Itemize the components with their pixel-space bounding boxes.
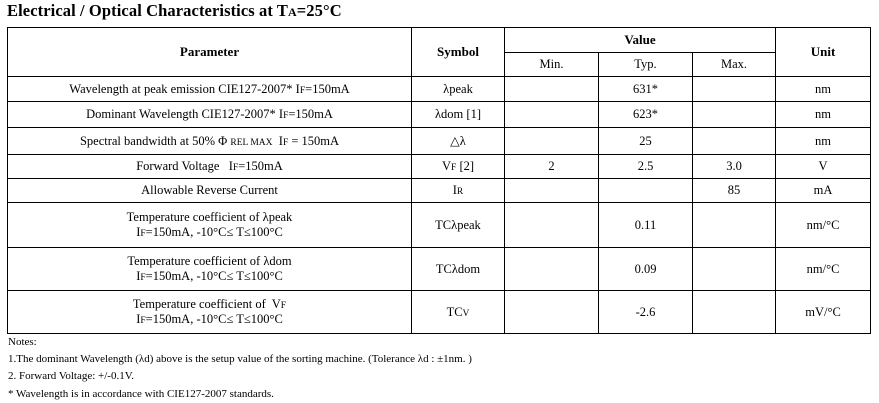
unit-header: Unit — [775, 27, 872, 77]
min-cell — [504, 178, 599, 203]
min-cell — [504, 202, 599, 248]
table-row: Dominant Wavelength CIE127-2007* IF=150m… — [7, 101, 872, 128]
parameter-cell: Wavelength at peak emission CIE127-2007*… — [7, 76, 412, 102]
table-row: Temperature coefficient of λpeak IF=150m… — [7, 202, 872, 248]
table-row: Temperature coefficient of λdom IF=150mA… — [7, 247, 872, 291]
parameter-header: Parameter — [7, 27, 412, 77]
unit-cell: nm/°C — [775, 247, 872, 291]
parameter-cell: Temperature coefficient of VF IF=150mA, … — [7, 290, 412, 334]
table-row: Forward Voltage IF=150mA VF [2] 2 2.5 3.… — [7, 154, 872, 179]
max-header: Max. — [691, 52, 777, 77]
table-row: Wavelength at peak emission CIE127-2007*… — [7, 76, 872, 102]
parameter-cell: Allowable Reverse Current — [7, 178, 412, 203]
parameter-cell: Temperature coefficient of λpeak IF=150m… — [7, 202, 412, 248]
note-2: 2. Forward Voltage: +/-0.1V. — [8, 370, 134, 383]
typ-cell — [598, 178, 693, 203]
unit-cell: nm — [775, 76, 872, 102]
typ-cell: 0.09 — [598, 247, 693, 291]
typ-cell: 623* — [598, 101, 693, 128]
symbol-cell: λpeak — [411, 76, 505, 102]
typ-cell: -2.6 — [598, 290, 693, 334]
min-cell — [504, 101, 599, 128]
symbol-cell: λdom [1] — [411, 101, 505, 128]
notes-section: Notes: 1.The dominant Wavelength (λd) ab… — [8, 334, 472, 403]
typ-cell: 25 — [598, 127, 693, 155]
min-cell — [504, 127, 599, 155]
parameter-cell: Spectral bandwidth at 50% Φ REL MAX IF =… — [7, 127, 412, 155]
min-cell — [504, 247, 599, 291]
min-cell — [504, 290, 599, 334]
symbol-cell: △λ — [411, 127, 505, 155]
unit-cell: V — [775, 154, 872, 179]
min-header: Min. — [504, 52, 599, 77]
parameter-cell: Forward Voltage IF=150mA — [7, 154, 412, 179]
max-cell — [691, 127, 777, 155]
table-row: Spectral bandwidth at 50% Φ REL MAX IF =… — [7, 127, 872, 155]
symbol-cell: TCλpeak — [411, 202, 505, 248]
min-cell — [504, 76, 599, 102]
value-header: Value — [503, 27, 777, 53]
max-cell: 85 — [691, 178, 777, 203]
note-3: * Wavelength is in accordance with CIE12… — [8, 387, 274, 400]
page-title: Electrical / Optical Characteristics at … — [7, 1, 342, 20]
table-header-row: Parameter Symbol Value Unit — [7, 27, 872, 77]
parameter-cell: Dominant Wavelength CIE127-2007* IF=150m… — [7, 101, 412, 128]
notes-heading: Notes: — [8, 336, 37, 348]
typ-cell: 2.5 — [598, 154, 693, 179]
unit-cell: nm/°C — [775, 202, 872, 248]
max-cell — [691, 76, 777, 102]
table-subheader-row: Min. Typ. Max. — [8, 52, 871, 77]
max-cell — [691, 247, 777, 291]
max-cell — [691, 101, 777, 128]
unit-cell: nm — [775, 101, 872, 128]
symbol-header: Symbol — [411, 27, 505, 77]
unit-cell: nm — [775, 127, 872, 155]
symbol-cell: IR — [411, 178, 505, 203]
symbol-cell: VF [2] — [411, 154, 505, 179]
table-row: Allowable Reverse Current IR 85 mA — [7, 178, 872, 203]
typ-header: Typ. — [598, 52, 693, 77]
max-cell: 3.0 — [691, 154, 777, 179]
symbol-cell: TCλdom — [411, 247, 505, 291]
max-cell — [691, 290, 777, 334]
note-1: 1.The dominant Wavelength (λd) above is … — [8, 353, 472, 366]
table-row: Temperature coefficient of VF IF=150mA, … — [7, 290, 872, 334]
max-cell — [691, 202, 777, 248]
parameter-cell: Temperature coefficient of λdom IF=150mA… — [7, 247, 412, 291]
typ-cell: 0.11 — [598, 202, 693, 248]
unit-cell: mA — [775, 178, 872, 203]
min-cell: 2 — [504, 154, 599, 179]
symbol-cell: TCV — [411, 290, 505, 334]
typ-cell: 631* — [598, 76, 693, 102]
characteristics-table: Parameter Symbol Value Unit Min. Typ. Ma… — [7, 27, 872, 334]
unit-cell: mV/°C — [775, 290, 872, 334]
